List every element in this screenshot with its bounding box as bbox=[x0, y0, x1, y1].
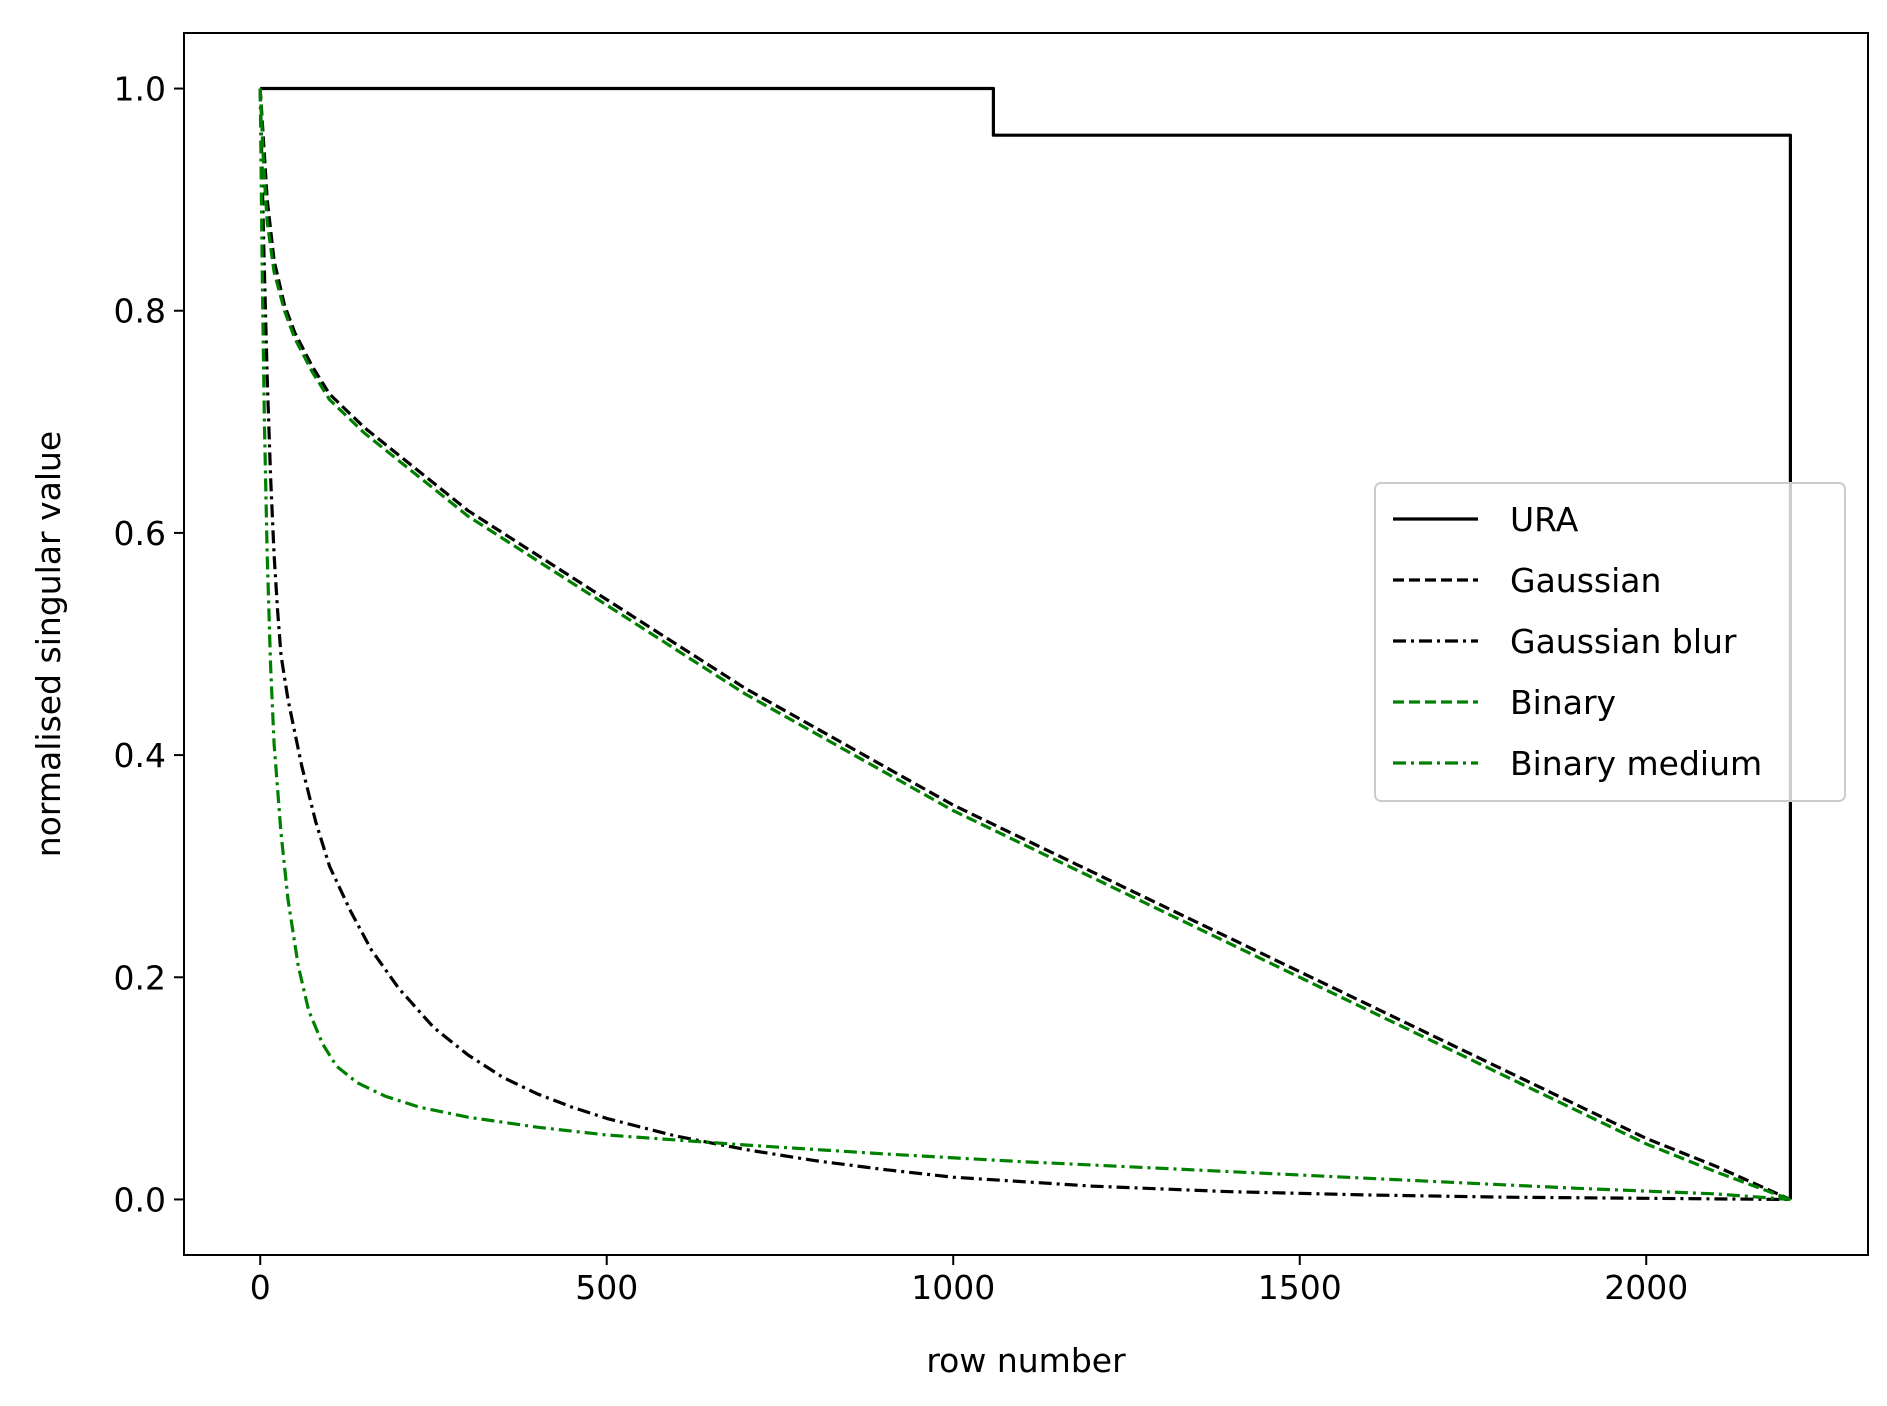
legend-label-binary-medium: Binary medium bbox=[1510, 744, 1762, 783]
y-tick-label: 0.6 bbox=[114, 514, 166, 553]
x-tick-label: 2000 bbox=[1604, 1268, 1688, 1307]
legend: URA Gaussian Gaussian blur Binary Binary med… bbox=[1374, 482, 1846, 802]
legend-label-binary: Binary bbox=[1510, 683, 1616, 722]
series-line-binary bbox=[258, 88, 1791, 1202]
x-axis-label: row number bbox=[926, 1341, 1126, 1380]
y-tick-label: 0.8 bbox=[114, 292, 166, 331]
y-axis-label: normalised singular value bbox=[29, 431, 68, 857]
y-tick-label: 1.0 bbox=[114, 70, 166, 109]
series-line-binary-medium bbox=[258, 88, 1791, 1202]
y-axis-ticks: 0.0 0.2 0.4 0.6 0.8 1.0 bbox=[114, 70, 184, 1219]
series-line-gaussian bbox=[258, 88, 1792, 1201]
legend-label-gaussian: Gaussian bbox=[1510, 561, 1661, 600]
y-tick-label: 0.0 bbox=[114, 1180, 166, 1219]
series-line-gaussian-blur bbox=[258, 88, 1791, 1202]
x-tick-label: 1500 bbox=[1258, 1268, 1342, 1307]
plot-frame bbox=[183, 32, 1869, 1256]
y-tick-label: 0.2 bbox=[114, 958, 166, 997]
x-tick-label: 1000 bbox=[911, 1268, 995, 1307]
x-tick-label: 0 bbox=[250, 1268, 271, 1307]
legend-items: URA Gaussian Gaussian blur Binary Binary med… bbox=[1393, 500, 1762, 783]
legend-frame bbox=[1374, 482, 1846, 802]
legend-label-ura: URA bbox=[1510, 500, 1579, 539]
y-tick-label: 0.4 bbox=[114, 736, 166, 775]
x-tick-label: 500 bbox=[575, 1268, 638, 1307]
x-axis-ticks: 0 500 1000 1500 2000 bbox=[250, 1255, 1688, 1307]
legend-label-gaussian-blur: Gaussian blur bbox=[1510, 622, 1737, 661]
